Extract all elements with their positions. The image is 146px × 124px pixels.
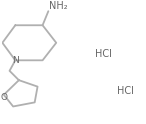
Text: N: N	[12, 56, 19, 65]
Text: HCl: HCl	[117, 86, 134, 96]
Text: O: O	[0, 93, 7, 102]
Text: HCl: HCl	[95, 49, 112, 59]
Text: NH₂: NH₂	[49, 1, 68, 11]
